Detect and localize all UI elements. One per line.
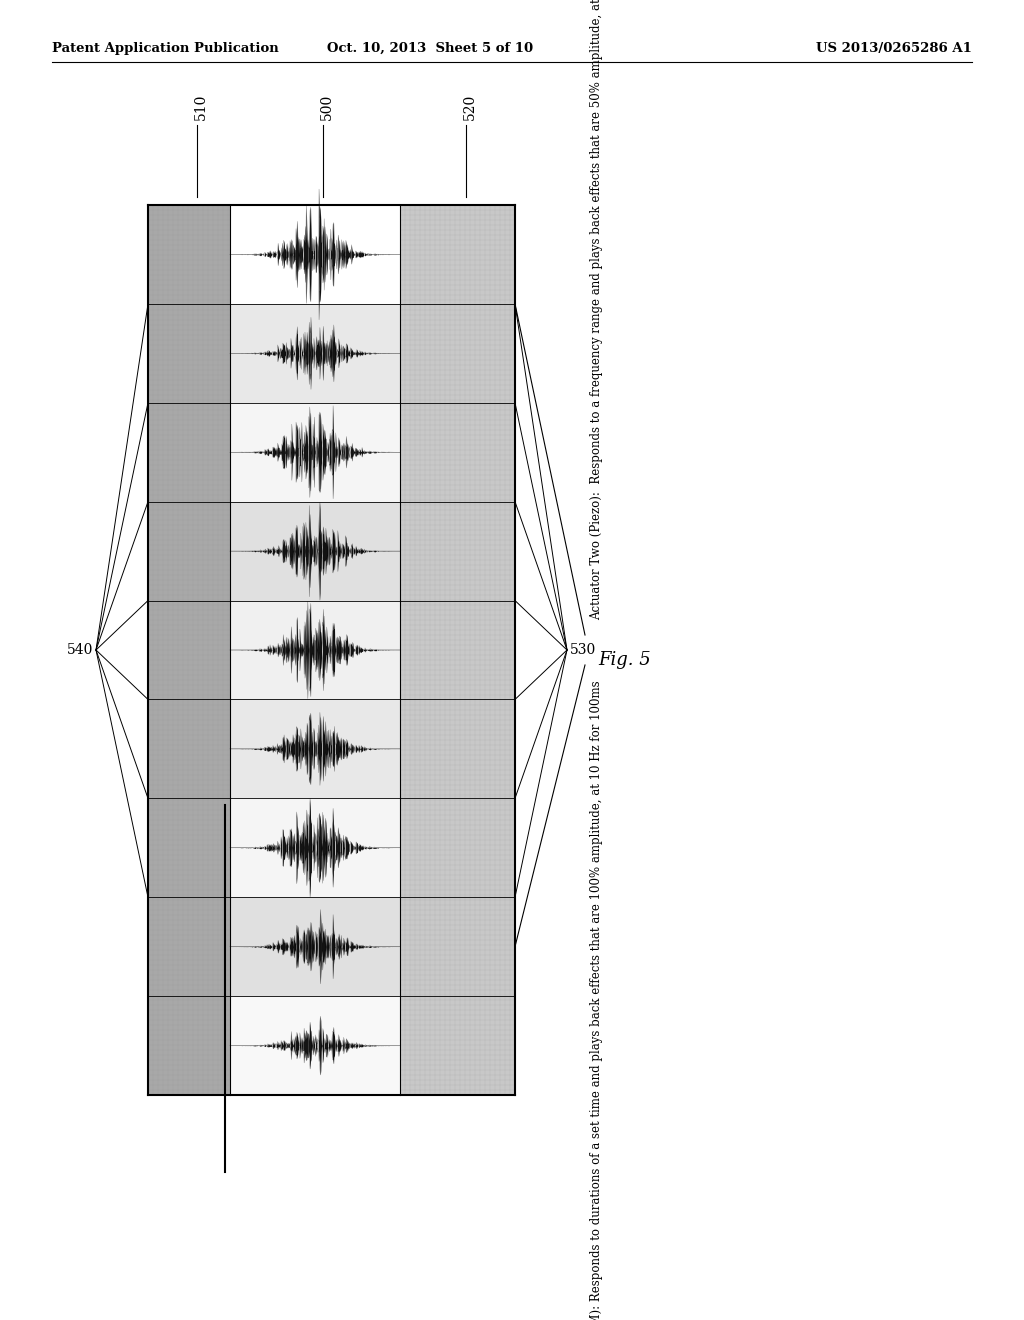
Bar [230, 403, 400, 502]
Bar [230, 799, 400, 898]
Text: 530: 530 [570, 643, 596, 657]
Text: Patent Application Publication: Patent Application Publication [52, 42, 279, 55]
Text: Actuator Two (Piezo):  Responds to a frequency range and plays back effects that: Actuator Two (Piezo): Responds to a freq… [590, 0, 603, 620]
Bar [230, 700, 400, 799]
Bar [148, 205, 230, 1096]
Text: 540: 540 [67, 643, 93, 657]
Bar [230, 304, 400, 403]
Text: 520: 520 [463, 94, 476, 120]
Text: 500: 500 [319, 94, 334, 120]
Text: Oct. 10, 2013  Sheet 5 of 10: Oct. 10, 2013 Sheet 5 of 10 [327, 42, 534, 55]
Bar [230, 205, 400, 1096]
Bar [148, 205, 515, 1096]
Text: Actuator One (ERM): Responds to durations of a set time and plays back effects t: Actuator One (ERM): Responds to duration… [590, 680, 603, 1320]
Bar [230, 601, 400, 700]
Bar [230, 205, 400, 304]
Bar [230, 502, 400, 601]
Bar [230, 997, 400, 1096]
Bar [230, 898, 400, 997]
Text: 510: 510 [194, 94, 208, 120]
Bar [400, 205, 515, 1096]
Text: US 2013/0265286 A1: US 2013/0265286 A1 [816, 42, 972, 55]
Text: Fig. 5: Fig. 5 [599, 651, 651, 669]
